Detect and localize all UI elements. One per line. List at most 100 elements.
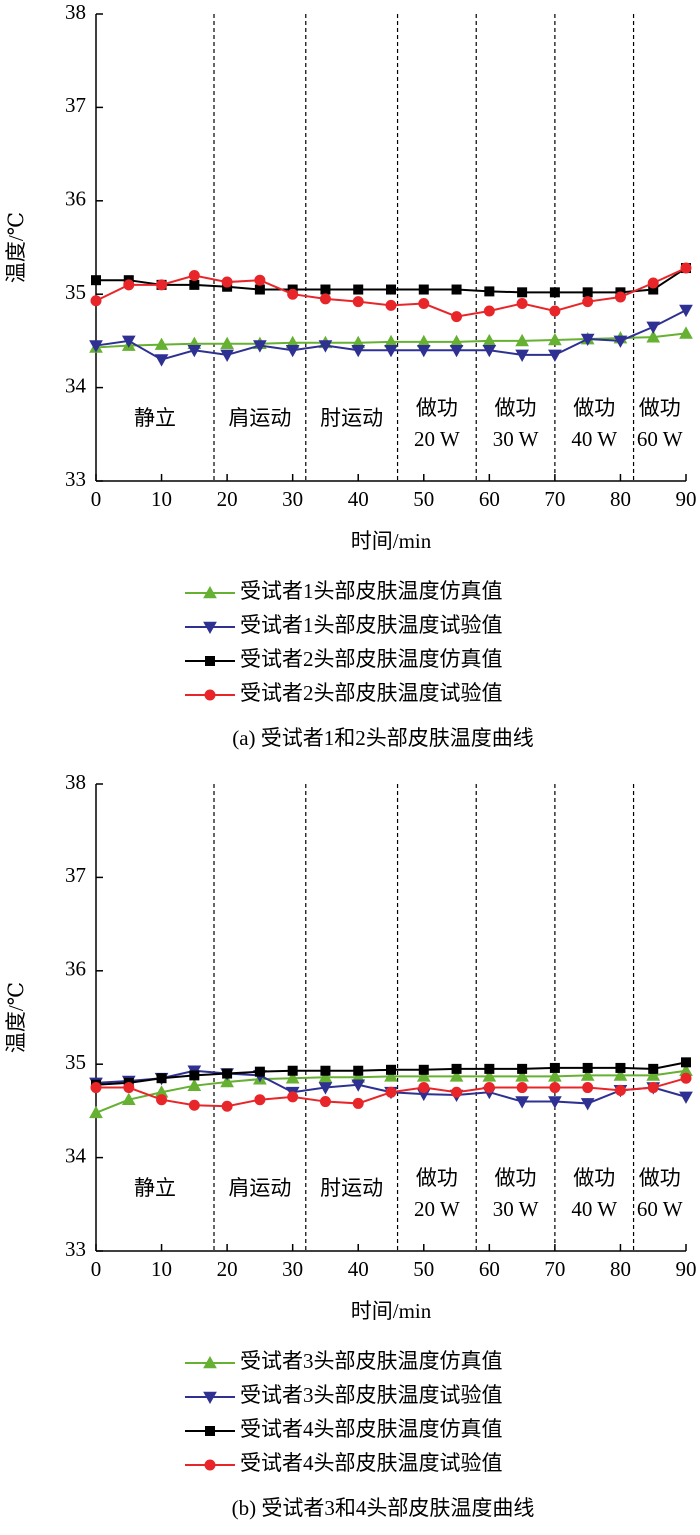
marker (320, 1065, 331, 1076)
caption: (b) 受试者3和4头部皮肤温度曲线 (232, 1496, 535, 1520)
marker (351, 344, 366, 358)
marker (515, 1096, 529, 1109)
marker (385, 1086, 397, 1098)
marker (483, 305, 495, 317)
marker (318, 1070, 333, 1083)
x-tick-label: 50 (413, 1257, 434, 1281)
legend-marker (205, 1426, 215, 1436)
marker (548, 332, 562, 346)
marker (220, 349, 234, 362)
marker (451, 1063, 462, 1074)
marker (449, 1069, 464, 1082)
marker (187, 1078, 202, 1091)
marker (318, 1082, 333, 1095)
y-tick-label: 37 (65, 863, 86, 887)
marker (254, 1066, 265, 1077)
marker (188, 1099, 200, 1111)
marker (580, 333, 595, 347)
marker (681, 1057, 691, 1068)
marker (515, 1069, 529, 1082)
legend-label: 受试者3头部皮肤温度试验值 (240, 1383, 503, 1407)
marker (548, 1069, 562, 1082)
marker (189, 1070, 200, 1081)
y-axis-label: 温度/℃ (4, 982, 28, 1053)
marker (254, 284, 265, 295)
legend-marker (203, 585, 217, 599)
y-tick-label: 34 (65, 1143, 87, 1167)
marker (582, 1062, 593, 1073)
marker (549, 1082, 561, 1094)
marker (121, 1092, 136, 1105)
y-tick-label: 35 (65, 280, 86, 304)
marker (320, 284, 331, 295)
marker (484, 286, 495, 297)
caption: (a) 受试者1和2头部皮肤温度曲线 (232, 726, 534, 750)
phase-label: 做功 (495, 396, 537, 420)
marker (353, 1065, 364, 1076)
marker (646, 330, 661, 343)
marker (679, 304, 693, 318)
marker (319, 293, 331, 305)
legend-marker (204, 1459, 216, 1471)
legend-label: 受试者4头部皮肤温度试验值 (240, 1451, 503, 1475)
x-tick-label: 80 (610, 487, 631, 511)
x-tick-label: 50 (413, 487, 434, 511)
legend-marker (203, 1355, 217, 1369)
x-tick-label: 30 (282, 1257, 303, 1281)
legend-marker (205, 656, 215, 666)
y-axis-label: 温度/℃ (4, 212, 28, 283)
marker (516, 298, 528, 310)
marker (285, 344, 300, 358)
marker (418, 1082, 430, 1094)
marker (154, 354, 169, 367)
x-tick-label: 70 (544, 487, 565, 511)
phase-label: 肘运动 (320, 406, 383, 430)
marker (154, 337, 169, 350)
phase-label: 40 W (571, 427, 617, 451)
marker (386, 1064, 396, 1075)
marker (222, 1068, 233, 1079)
y-tick-label: 37 (65, 93, 86, 117)
marker (91, 275, 101, 286)
x-tick-label: 0 (91, 487, 102, 511)
marker (451, 311, 463, 323)
marker (482, 1069, 497, 1082)
marker (188, 270, 200, 282)
legend-label: 受试者1头部皮肤温度试验值 (240, 613, 503, 637)
marker (515, 349, 529, 362)
marker (287, 1091, 299, 1103)
marker (221, 1100, 233, 1112)
legend-label: 受试者2头部皮肤温度试验值 (240, 681, 503, 705)
marker (220, 336, 234, 350)
phase-label: 做功 (495, 1166, 537, 1190)
marker (89, 340, 103, 353)
marker (482, 344, 497, 358)
marker (647, 277, 659, 289)
marker (353, 284, 364, 295)
marker (582, 287, 593, 298)
marker (582, 296, 594, 308)
phase-label: 肩运动 (228, 406, 291, 430)
marker (613, 335, 628, 348)
marker (220, 1074, 234, 1088)
marker (549, 305, 561, 317)
x-tick-label: 90 (676, 1257, 697, 1281)
x-tick-label: 90 (676, 487, 697, 511)
marker (614, 291, 626, 303)
legend-marker (203, 1391, 217, 1405)
x-tick-label: 0 (91, 1257, 102, 1281)
marker (580, 1098, 595, 1111)
x-tick-label: 10 (151, 487, 172, 511)
x-axis-label: 时间/min (351, 1299, 432, 1323)
legend-label: 受试者3头部皮肤温度仿真值 (240, 1349, 503, 1373)
marker (517, 287, 528, 298)
marker (613, 1068, 628, 1081)
y-tick-label: 38 (65, 0, 86, 24)
x-tick-label: 80 (610, 1257, 631, 1281)
marker (384, 1069, 398, 1082)
marker (351, 1079, 366, 1092)
marker (156, 1073, 167, 1084)
marker (451, 1086, 463, 1098)
phase-label: 20 W (414, 1197, 460, 1221)
y-tick-label: 38 (65, 770, 86, 794)
